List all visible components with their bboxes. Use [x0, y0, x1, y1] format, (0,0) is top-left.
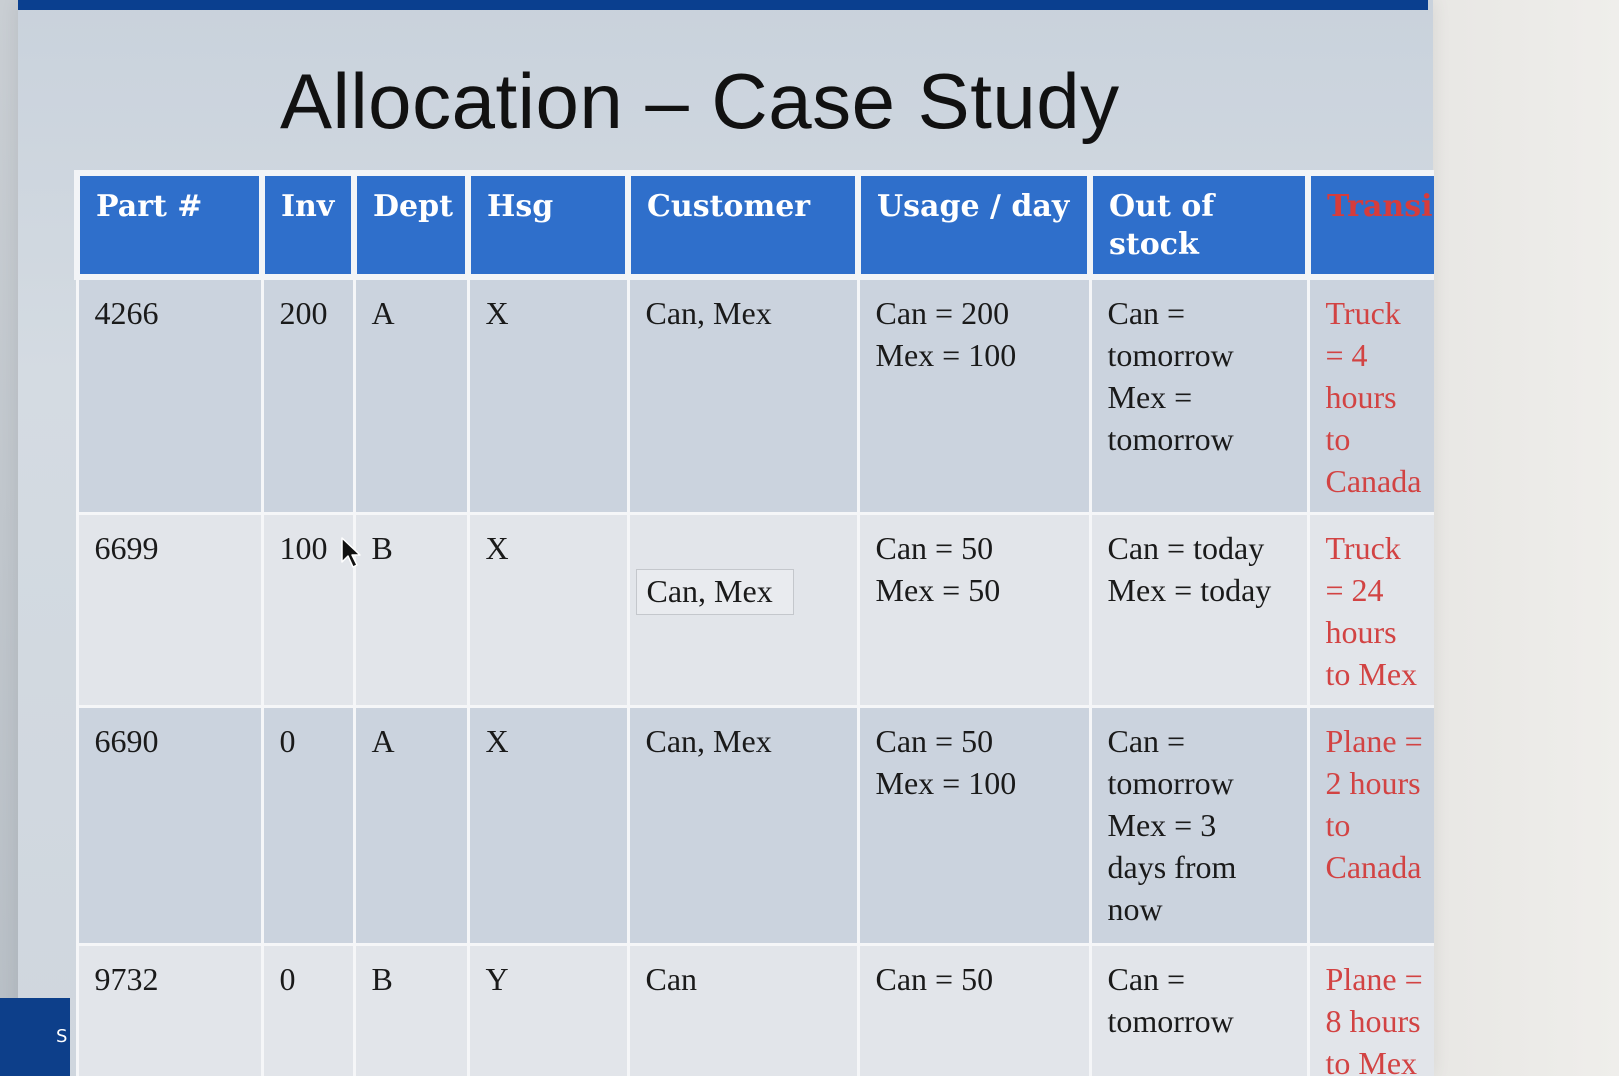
table-row: 6699 100 B X Can, Mex Can = 50 Mex = 50 …	[75, 512, 1434, 708]
slide-top-bar	[18, 0, 1428, 10]
cell-inv: 0	[260, 943, 356, 1076]
header-part-number: Part #	[74, 170, 265, 280]
table-row: 4266 200 A X Can, Mex Can = 200 Mex = 10…	[75, 275, 1434, 515]
table-row: 6690 0 A X Can, Mex Can = 50 Mex = 100 C…	[75, 705, 1434, 946]
header-transit: Transi	[1305, 170, 1434, 280]
cell-usage: Can = 50	[856, 943, 1092, 1076]
cell-customer: Can, Mex	[626, 705, 860, 946]
monitor-bezel	[0, 0, 18, 1076]
cell-inv: 0	[260, 705, 356, 946]
cell-inv: 100	[260, 512, 356, 708]
cell-customer: Can, Mex	[626, 275, 860, 515]
header-department: Dept	[351, 170, 471, 280]
cell-out-of-stock: Can = tomorrow Mex = 3 days from now	[1088, 705, 1310, 946]
cell-transit: Truck = 4 hours to Canada	[1306, 275, 1434, 515]
header-out-of-stock: Out of stock	[1087, 170, 1311, 280]
header-usage-per-day: Usage / day	[855, 170, 1093, 280]
cell-hsg: Y	[466, 943, 630, 1076]
cell-out-of-stock: Can = tomorrow	[1088, 943, 1310, 1076]
cell-usage: Can = 50 Mex = 100	[856, 705, 1092, 946]
cell-usage: Can = 50 Mex = 50	[856, 512, 1092, 708]
cell-part: 9732	[75, 943, 264, 1076]
cell-customer[interactable]: Can, Mex	[626, 512, 860, 708]
cell-dept: A	[352, 275, 470, 515]
cell-part: 6690	[75, 705, 264, 946]
taskbar-corner	[0, 998, 70, 1076]
table-row: 9732 0 B Y Can Can = 50 Can = tomorrow P…	[75, 943, 1434, 1076]
cell-dept: A	[352, 705, 470, 946]
customer-selected-cell[interactable]: Can, Mex	[635, 569, 794, 615]
mouse-pointer-icon	[341, 537, 361, 568]
cell-part: 4266	[75, 275, 264, 515]
cell-out-of-stock: Can = today Mex = today	[1088, 512, 1310, 708]
cell-usage: Can = 200 Mex = 100	[856, 275, 1092, 515]
case-study-table-wrap: Part # Inv Dept Hsg Customer Usage / day…	[74, 170, 1434, 1076]
slide-title: Allocation – Case Study	[280, 57, 1120, 145]
cell-hsg: X	[466, 705, 630, 946]
cell-hsg: X	[466, 512, 630, 708]
cell-inv: 200	[260, 275, 356, 515]
cell-part: 6699	[75, 512, 264, 708]
case-study-table: Part # Inv Dept Hsg Customer Usage / day…	[74, 170, 1434, 1076]
cell-hsg: X	[466, 275, 630, 515]
header-customer: Customer	[625, 170, 861, 280]
cell-transit: Plane = 2 hours to Canada	[1306, 705, 1434, 946]
cell-dept: B	[352, 512, 470, 708]
cell-transit: Plane = 8 hours to Mex	[1306, 943, 1434, 1076]
header-housing: Hsg	[465, 170, 631, 280]
desk-background	[1430, 0, 1619, 1076]
table-header-row: Part # Inv Dept Hsg Customer Usage / day…	[74, 170, 1434, 280]
cell-transit: Truck = 24 hours to Mex	[1306, 512, 1434, 708]
cell-customer: Can	[626, 943, 860, 1076]
taskbar-letter: S	[56, 1026, 68, 1047]
header-inventory: Inv	[259, 170, 357, 280]
cell-dept: B	[352, 943, 470, 1076]
cell-out-of-stock: Can = tomorrow Mex = tomorrow	[1088, 275, 1310, 515]
